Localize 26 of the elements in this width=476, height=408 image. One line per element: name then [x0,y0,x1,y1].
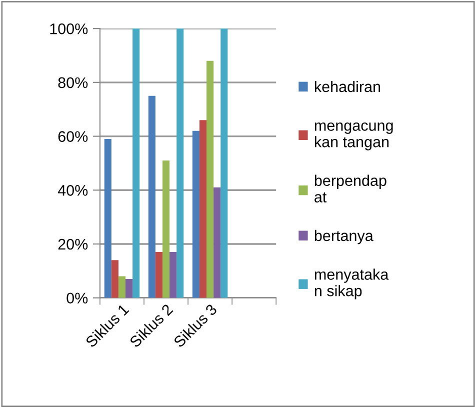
legend-label: kehadiran [314,80,380,92]
bar [206,60,214,298]
legend-label: berpendap at [314,174,386,202]
bar [220,28,228,298]
bar [125,278,133,298]
bar [214,187,221,298]
bar [111,260,118,298]
y-tick-label: 80% [58,77,88,88]
bar [176,28,184,298]
bar [155,252,162,298]
y-tick-label: 40% [58,184,88,196]
legend-label: mengacung kan tangan [314,122,393,150]
y-tick-label: 60% [58,131,88,142]
y-tick-label: 20% [58,238,88,250]
bar [192,130,200,298]
bar [104,138,112,298]
y-tick-label: 0% [66,292,88,304]
bar [162,160,170,298]
legend-label: bertanya [314,230,374,244]
bar [118,276,126,298]
bar [148,96,156,298]
legend-label: menyataka n sikap [314,268,389,300]
bar [199,120,207,298]
bar [132,28,140,298]
bar [170,252,177,298]
y-tick-label: 100% [50,23,88,34]
